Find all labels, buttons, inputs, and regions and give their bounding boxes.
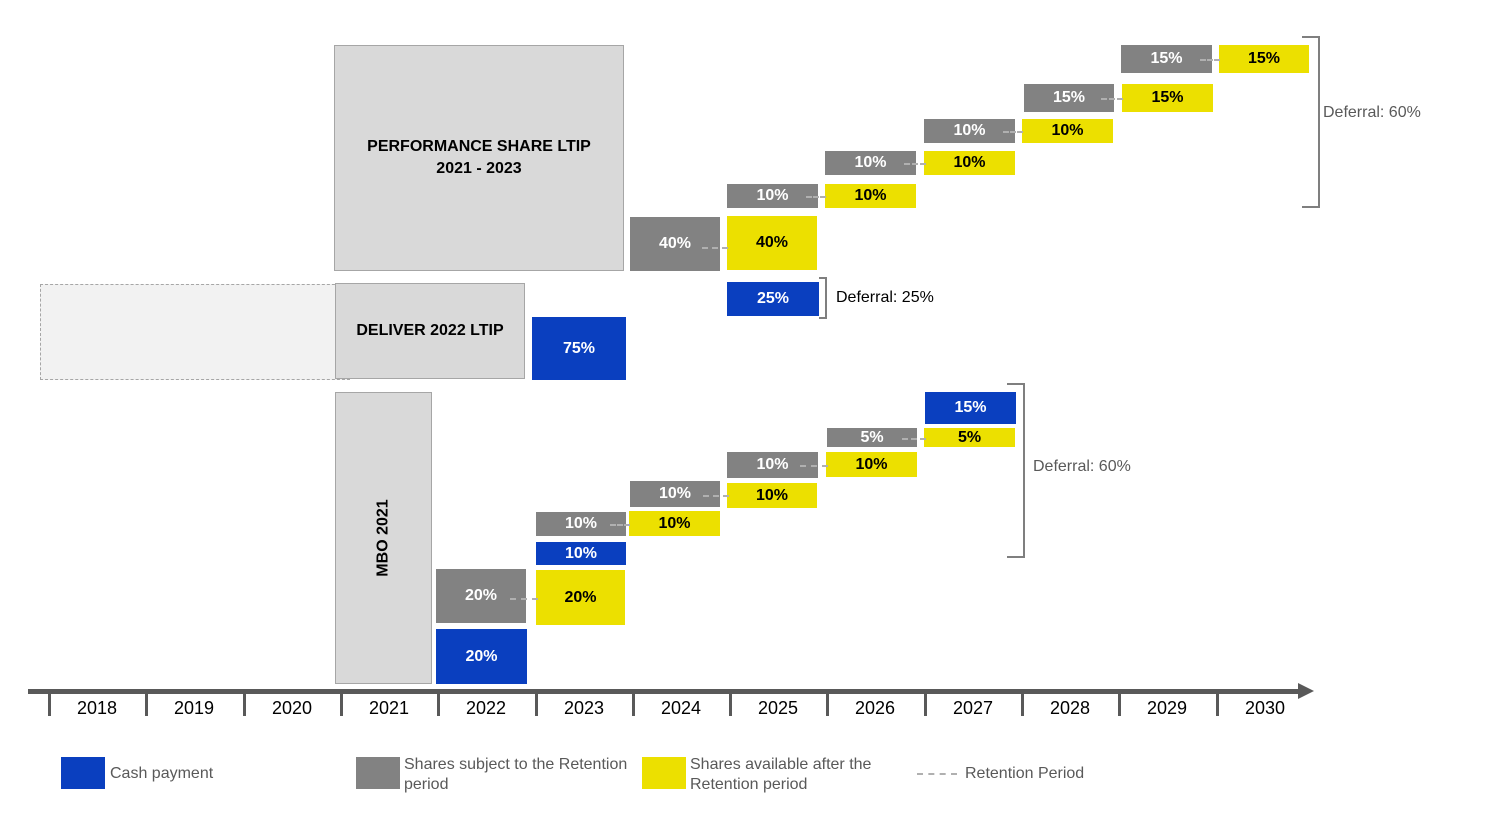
ps-2025-available: 10% <box>825 184 916 208</box>
deliver-2023-cash: 75% <box>532 317 626 380</box>
timeline-tick <box>535 694 538 716</box>
ps-2025-retained: 10% <box>727 184 818 208</box>
retention-dash <box>510 598 538 600</box>
timeline-year-2022: 2022 <box>465 698 507 718</box>
legend-retained-line2: period <box>404 776 449 793</box>
timeline-tick <box>437 694 440 716</box>
retention-dash <box>806 196 826 198</box>
timeline-tick <box>632 694 635 716</box>
deferral-note-mbo: Deferral: 60% <box>1033 458 1131 475</box>
retention-dash <box>902 438 926 440</box>
ps-2029-available: 15% <box>1219 45 1309 73</box>
legend-retained-label: Shares subject to the Retention period <box>404 755 627 795</box>
deliver-2022-ltip-title: DELIVER 2022 LTIP <box>356 322 504 339</box>
retention-dash <box>703 495 729 497</box>
deliver-2022-ltip-box: DELIVER 2022 LTIP <box>335 283 525 379</box>
timeline-year-2024: 2024 <box>660 698 702 718</box>
timeline-year-2027: 2027 <box>952 698 994 718</box>
legend-available-label: Shares available after the Retention per… <box>690 755 871 795</box>
timeline-tick <box>924 694 927 716</box>
ps-2026-retained: 10% <box>825 151 916 175</box>
retention-dash <box>1200 59 1220 61</box>
mbo-2025-available: 10% <box>826 452 917 477</box>
legend-retained-line1: Shares subject to the Retention <box>404 756 628 773</box>
deferral-note-deliver: Deferral: 25% <box>836 289 934 306</box>
ps-2026-available: 10% <box>924 151 1015 175</box>
timeline-year-2028: 2028 <box>1049 698 1091 718</box>
mbo-2021-title: MBO 2021 <box>374 499 392 577</box>
timeline-year-2029: 2029 <box>1146 698 1188 718</box>
performance-share-ltip-title: PERFORMANCE SHARE LTIP <box>367 138 591 155</box>
timeline-tick <box>1021 694 1024 716</box>
mbo-2022-cash: 20% <box>436 629 527 684</box>
timeline-year-2018: 2018 <box>76 698 118 718</box>
mbo-2022-retained: 20% <box>436 569 526 623</box>
ps-2028-retained: 15% <box>1024 84 1114 112</box>
timeline-year-2025: 2025 <box>757 698 799 718</box>
ps-2029-retained: 15% <box>1121 45 1212 73</box>
timeline-tick <box>340 694 343 716</box>
legend-retention-dash <box>917 773 957 775</box>
timeline-year-2019: 2019 <box>173 698 215 718</box>
timeline-tick <box>145 694 148 716</box>
ps-2027-available: 10% <box>1022 119 1113 143</box>
timeline-axis <box>28 689 1300 694</box>
legend-available-swatch <box>642 757 686 789</box>
legend-retained-swatch <box>356 757 400 789</box>
mbo-2026-retained: 5% <box>827 428 917 447</box>
timeline-tick <box>1118 694 1121 716</box>
mbo-2024-retained: 10% <box>630 481 720 507</box>
timeline-year-2030: 2030 <box>1244 698 1286 718</box>
timeline-tick <box>826 694 829 716</box>
retention-dash <box>800 465 828 467</box>
timeline-tick <box>1216 694 1219 716</box>
legend-cash-label: Cash payment <box>110 765 214 782</box>
ps-2028-available: 15% <box>1122 84 1213 112</box>
deferral-note-performance: Deferral: 60% <box>1323 104 1421 121</box>
legend-available-line1: Shares available after the <box>690 756 872 773</box>
mbo-2023-available: 10% <box>629 511 720 536</box>
mbo-2024-available: 10% <box>727 483 817 508</box>
timeline-tick <box>48 694 51 716</box>
mbo-2026-available: 5% <box>924 428 1015 447</box>
performance-share-ltip-period: 2021 - 2023 <box>436 160 522 177</box>
ps-2024-retained: 40% <box>630 217 720 271</box>
deferral-bracket-deliver <box>819 277 827 319</box>
deliver-ltip-prior-period <box>40 284 350 380</box>
mbo-2027-cash: 15% <box>925 392 1016 424</box>
performance-share-ltip-box: PERFORMANCE SHARE LTIP 2021 - 2023 <box>334 45 624 271</box>
mbo-2023-cash: 10% <box>536 542 626 565</box>
mbo-2021-box: MBO 2021 <box>335 392 432 684</box>
legend-available-line2: Retention period <box>690 776 808 793</box>
ps-2027-retained: 10% <box>924 119 1015 143</box>
timeline-tick <box>729 694 732 716</box>
timeline-year-2023: 2023 <box>563 698 605 718</box>
legend-retention-label: Retention Period <box>965 765 1085 782</box>
legend-cash-swatch <box>61 757 105 789</box>
timeline-year-2020: 2020 <box>271 698 313 718</box>
deferral-bracket-performance <box>1302 36 1320 208</box>
ps-2024-available: 40% <box>727 216 817 270</box>
mbo-2023-retained: 10% <box>536 512 626 536</box>
retention-dash <box>702 247 728 249</box>
timeline-arrow-icon <box>1298 683 1314 699</box>
timeline-year-2026: 2026 <box>854 698 896 718</box>
timeline-tick <box>243 694 246 716</box>
timeline-year-2021: 2021 <box>368 698 410 718</box>
retention-dash <box>610 524 630 526</box>
deferral-bracket-mbo <box>1007 383 1025 558</box>
ps-2025-cash: 25% <box>727 282 819 316</box>
mbo-2022-available: 20% <box>536 570 625 625</box>
retention-dash <box>904 163 926 165</box>
retention-dash <box>1101 98 1123 100</box>
retention-dash <box>1003 131 1023 133</box>
